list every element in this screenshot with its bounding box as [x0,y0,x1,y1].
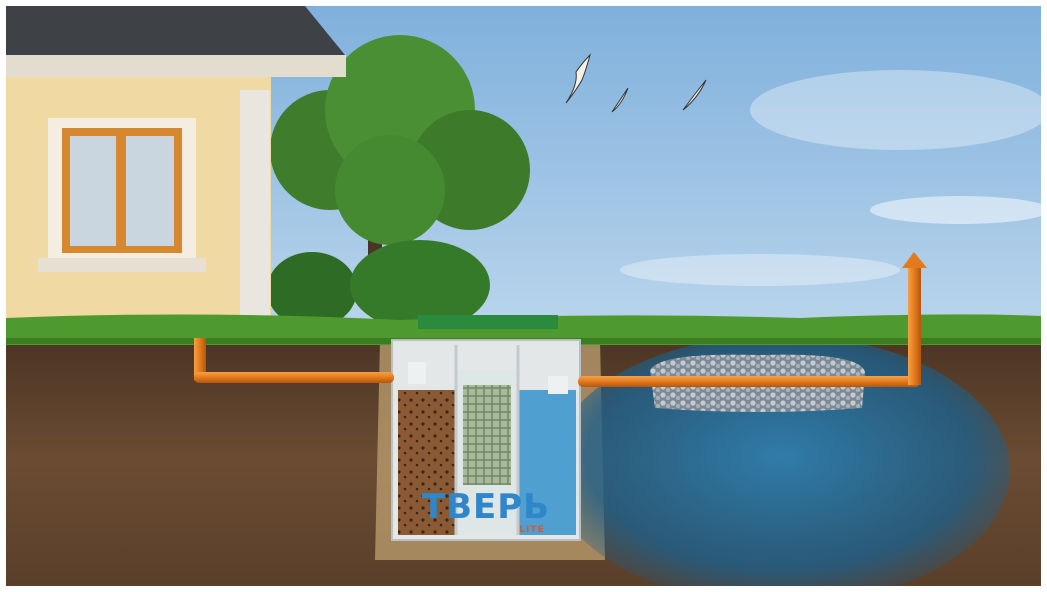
tree-part [267,252,357,328]
house-part [6,55,346,77]
birds-part [682,79,707,111]
pipes-part [194,338,206,380]
background-part [870,196,1047,224]
tree-part [335,135,445,245]
septic-tank-part [418,315,558,329]
septic-tank: ТВЕРЬ LITE [391,315,581,541]
house [6,6,346,325]
logo-brand: ТВЕРЬ [422,487,550,527]
pipes-part [194,372,394,383]
house-part [240,90,270,325]
septic-tank-part [391,339,581,541]
house-part [70,136,116,246]
pipes-part [548,376,568,394]
birds [565,53,707,113]
septic-tank-part [518,390,576,535]
pipes-part [578,376,920,387]
logo-model: LITE [519,525,544,535]
tree [267,35,530,330]
pipes-part [902,252,927,268]
pipes-part [408,362,426,384]
house-part [6,6,345,55]
birds-part [611,87,629,113]
grass-part [6,314,1041,345]
septic-tank-part [398,390,456,535]
background-part [620,254,900,286]
septic-tank-part [463,385,511,485]
birds-part [565,53,591,104]
house-part [38,258,206,272]
tree-part [350,240,490,330]
pipes [194,252,927,394]
pipes-part [908,265,921,385]
background-part [750,70,1047,150]
house-part [126,136,174,246]
